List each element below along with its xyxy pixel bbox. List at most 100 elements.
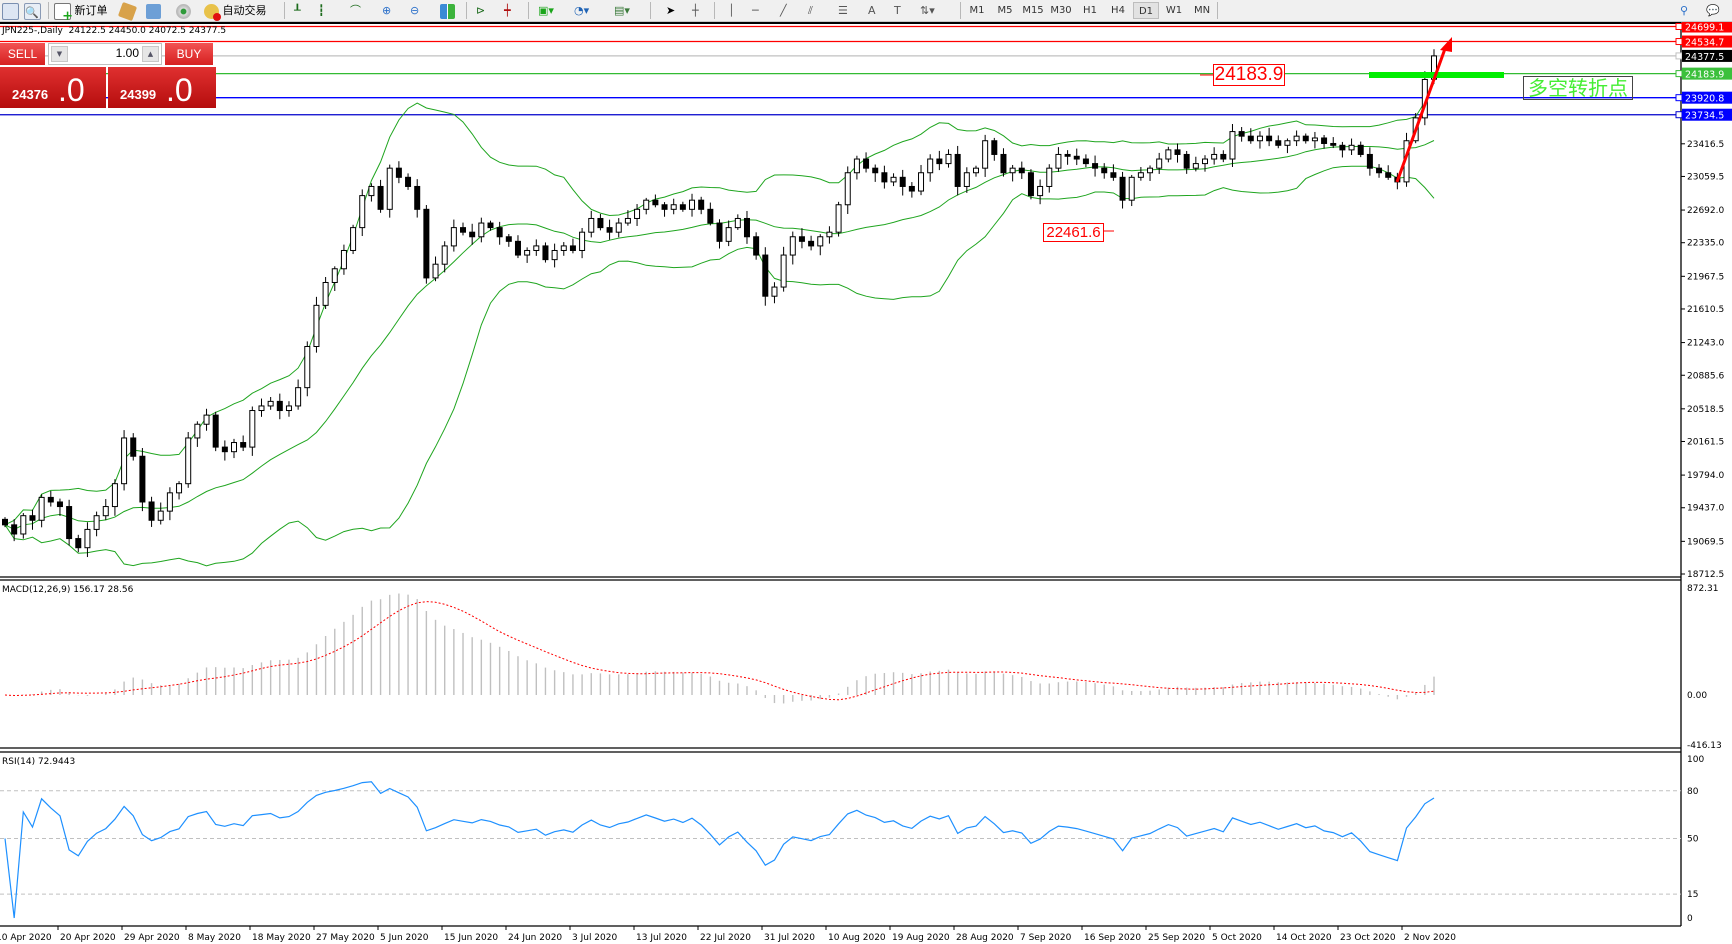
volume-input[interactable]: 1.00 bbox=[115, 46, 139, 60]
price-line-label-bg bbox=[1682, 35, 1732, 48]
candle bbox=[569, 238, 576, 254]
zoom-out-icon[interactable]: ⊖ bbox=[410, 4, 420, 17]
candlestick-icon[interactable]: ┇ bbox=[318, 4, 325, 17]
candle-body bbox=[1165, 149, 1172, 160]
candle-body bbox=[1037, 185, 1044, 197]
crosshair-icon[interactable]: ┼ bbox=[692, 4, 699, 17]
candle bbox=[1055, 147, 1062, 172]
buy-price-box[interactable]: 24399 .0 bbox=[108, 67, 216, 108]
candle-body bbox=[725, 227, 732, 242]
chat-icon[interactable]: 💬 bbox=[1706, 4, 1720, 17]
line-chart-icon[interactable]: ⌒ bbox=[350, 4, 361, 17]
candle bbox=[1348, 138, 1355, 156]
candle bbox=[1284, 138, 1291, 154]
price-tick-label: 23416.5 bbox=[1687, 140, 1724, 150]
date-tick-label: 28 Aug 2020 bbox=[956, 933, 1014, 943]
candle-body bbox=[615, 222, 622, 233]
timeframe-m15[interactable]: M15 bbox=[1022, 5, 1044, 16]
line-handle bbox=[1675, 94, 1683, 102]
candle bbox=[423, 205, 430, 284]
timeframe-m1[interactable]: M1 bbox=[969, 5, 985, 16]
timeframe-mn[interactable]: MN bbox=[1193, 5, 1211, 16]
fibonacci-icon[interactable]: ☰ bbox=[838, 4, 848, 17]
arrows-icon[interactable]: ⇅▾ bbox=[920, 4, 935, 17]
autoscroll-icon[interactable]: ┿ bbox=[504, 4, 511, 17]
macd-label: MACD(12,26,9) 156.17 28.56 bbox=[2, 585, 134, 595]
date-tick-label: 29 Apr 2020 bbox=[124, 933, 180, 943]
candle-body bbox=[1220, 153, 1227, 160]
new-order-button[interactable]: + 新订单 bbox=[54, 2, 108, 23]
candle-body bbox=[203, 414, 210, 425]
candle bbox=[395, 161, 402, 184]
timeframe-h4[interactable]: H4 bbox=[1111, 5, 1125, 16]
candle-body bbox=[487, 222, 494, 229]
market-watch-icon[interactable] bbox=[117, 1, 138, 21]
cursor-icon[interactable]: ➤ bbox=[666, 4, 676, 17]
chart-list-icon[interactable] bbox=[2, 2, 19, 20]
candle-body bbox=[75, 538, 82, 549]
equidistant-channel-icon[interactable]: ⫽ bbox=[808, 4, 813, 17]
candle-body bbox=[991, 140, 998, 155]
candle bbox=[771, 282, 778, 304]
candle bbox=[808, 235, 815, 251]
navigator-icon[interactable] bbox=[146, 2, 161, 19]
volume-down-button[interactable]: ▼ bbox=[51, 46, 68, 62]
timeframe-m30[interactable]: M30 bbox=[1050, 5, 1072, 16]
auto-trading-label: 自动交易 bbox=[222, 4, 267, 17]
timeframe-h1[interactable]: H1 bbox=[1083, 5, 1097, 16]
trendline-icon[interactable]: ╱ bbox=[780, 4, 787, 17]
candle bbox=[707, 202, 714, 226]
one-click-trading-panel: SELL ▼ 1.00 ▲ BUY 24376 .0 24399 .0 bbox=[0, 43, 216, 108]
candle bbox=[927, 154, 934, 182]
add-indicator-icon[interactable]: ▣▾ bbox=[538, 4, 554, 17]
candle bbox=[1027, 169, 1034, 200]
candle bbox=[551, 243, 558, 268]
toolbar: 🔍 + 新订单 自动交易 ┸ ┇ ⌒ ⊕ ⊖ ⊳ ┿ ▣▾ ◔▾ ▤▾ ➤ ┼ … bbox=[0, 0, 1732, 23]
sell-button[interactable]: SELL bbox=[0, 43, 45, 65]
templates-icon[interactable]: ▤▾ bbox=[614, 4, 630, 17]
candle-body bbox=[111, 483, 118, 508]
candle bbox=[478, 217, 485, 243]
candle-body bbox=[295, 387, 302, 407]
chart-shift-icon[interactable]: ⊳ bbox=[476, 4, 486, 17]
candle-body bbox=[826, 231, 833, 238]
candle-body bbox=[1046, 167, 1053, 187]
candle-body bbox=[679, 204, 686, 210]
candle-body bbox=[890, 176, 897, 183]
periods-icon[interactable]: ◔▾ bbox=[574, 4, 590, 17]
line-handle bbox=[1675, 111, 1683, 119]
zoom-in-icon[interactable]: ⊕ bbox=[382, 4, 392, 17]
horizontal-line-icon[interactable]: ─ bbox=[752, 4, 759, 17]
tile-windows-icon[interactable] bbox=[440, 2, 455, 19]
candle-body bbox=[2, 518, 8, 526]
timeframe-w1[interactable]: W1 bbox=[1165, 5, 1183, 16]
candle-body bbox=[414, 185, 421, 210]
new-order-label: 新订单 bbox=[74, 4, 108, 17]
timeframe-m5[interactable]: M5 bbox=[997, 5, 1013, 16]
low-price-label[interactable]: 22461.6 bbox=[1043, 223, 1104, 242]
price-tick-label: 19794.0 bbox=[1687, 471, 1724, 481]
line-handle bbox=[1675, 23, 1683, 30]
candle-body bbox=[524, 249, 531, 256]
text-label-icon[interactable]: T bbox=[894, 4, 901, 17]
pivot-text-label[interactable]: 多空转折点 bbox=[1523, 76, 1633, 100]
vertical-line-icon[interactable]: │ bbox=[728, 4, 735, 17]
volume-stepper[interactable]: ▼ 1.00 ▲ bbox=[48, 43, 162, 65]
auto-trading-button[interactable]: 自动交易 bbox=[204, 2, 267, 21]
candle-body bbox=[707, 208, 714, 224]
search-icon[interactable]: ⚲ bbox=[1680, 4, 1689, 17]
text-icon[interactable]: A bbox=[868, 4, 876, 17]
bar-chart-icon[interactable]: ┸ bbox=[294, 4, 301, 17]
chart-zoom-icon[interactable]: 🔍 bbox=[24, 2, 41, 20]
sell-price-box[interactable]: 24376 .0 bbox=[0, 67, 106, 108]
signals-icon[interactable] bbox=[176, 2, 191, 19]
volume-up-button[interactable]: ▲ bbox=[142, 46, 159, 62]
candle bbox=[267, 396, 274, 410]
buy-button[interactable]: BUY bbox=[165, 43, 213, 65]
level-price-label[interactable]: 24183.9 bbox=[1213, 64, 1285, 86]
candle-body bbox=[1174, 149, 1181, 155]
timeframe-d1[interactable]: D1 bbox=[1133, 2, 1159, 19]
candle-body bbox=[560, 245, 567, 251]
candle-body bbox=[1357, 144, 1364, 155]
